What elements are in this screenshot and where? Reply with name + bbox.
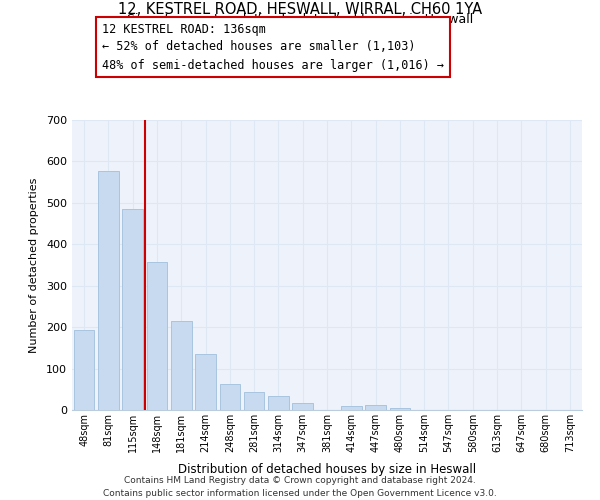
Bar — [244, 392, 265, 410]
Bar — [74, 330, 94, 410]
Bar — [389, 408, 410, 410]
Bar — [98, 170, 119, 410]
Bar — [195, 354, 216, 410]
Text: 12 KESTREL ROAD: 136sqm
← 52% of detached houses are smaller (1,103)
48% of semi: 12 KESTREL ROAD: 136sqm ← 52% of detache… — [102, 22, 444, 72]
Bar — [122, 210, 143, 410]
Bar — [220, 384, 240, 410]
Text: Contains HM Land Registry data © Crown copyright and database right 2024.
Contai: Contains HM Land Registry data © Crown c… — [103, 476, 497, 498]
Bar — [268, 396, 289, 410]
Bar — [365, 405, 386, 410]
Bar — [146, 262, 167, 410]
Y-axis label: Number of detached properties: Number of detached properties — [29, 178, 39, 352]
Text: 12, KESTREL ROAD, HESWALL, WIRRAL, CH60 1YA: 12, KESTREL ROAD, HESWALL, WIRRAL, CH60 … — [118, 2, 482, 18]
Bar — [171, 321, 191, 410]
X-axis label: Distribution of detached houses by size in Heswall: Distribution of detached houses by size … — [178, 464, 476, 476]
Bar — [341, 406, 362, 410]
Text: Size of property relative to detached houses in Heswall: Size of property relative to detached ho… — [127, 12, 473, 26]
Bar — [292, 404, 313, 410]
